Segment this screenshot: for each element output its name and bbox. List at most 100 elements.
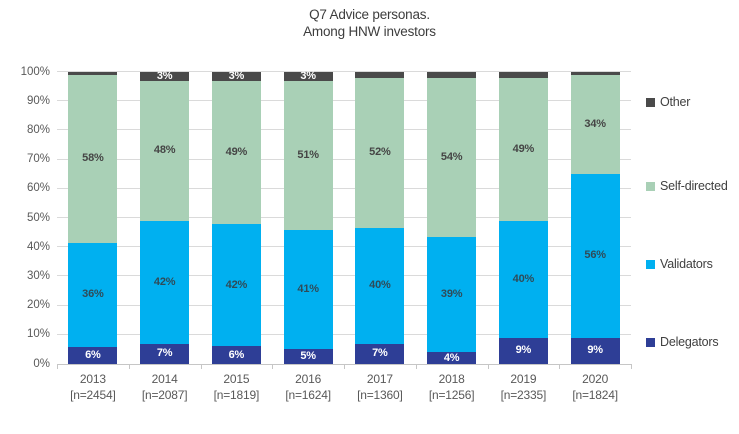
x-tick-sublabel: [n=1256]	[428, 388, 475, 402]
bar-segment-validators-2018: 39%	[427, 237, 477, 353]
bar-segment-validators-2016: 41%	[283, 229, 333, 350]
segment-value-label: 3%	[228, 69, 245, 82]
bar-segment-self-directed-2018: 54%	[427, 77, 477, 238]
y-tick-label-20pct: 20%	[26, 299, 50, 312]
bar-segment-validators-2020: 56%	[570, 174, 620, 338]
bar-segment-delegators-2017: 7%	[355, 343, 405, 364]
bar-segment-self-directed-2016: 51%	[283, 80, 333, 230]
segment-value-label: 49%	[225, 145, 248, 158]
x-tick-sublabel: [n=1360]	[357, 388, 403, 402]
gridline-30pct	[57, 275, 631, 277]
segment-value-label: 6%	[228, 348, 245, 361]
segment-value-label: 42%	[225, 278, 248, 291]
x-tick-label: 2014	[151, 372, 178, 386]
legend-swatch-icon	[646, 337, 655, 347]
gridline-90pct	[57, 100, 631, 102]
bar-segment-self-directed-2014: 48%	[140, 80, 190, 221]
x-tick-label: 2016	[295, 372, 322, 386]
legend-swatch-icon	[646, 97, 655, 107]
y-tick-label-70pct: 70%	[26, 153, 50, 166]
bar-segment-other-2018	[427, 72, 477, 78]
bar-segment-validators-2017: 40%	[355, 228, 405, 344]
gridline-80pct	[57, 129, 631, 131]
bar-segment-validators-2014: 42%	[140, 220, 190, 344]
chart-title: Q7 Advice personas. Among HNW investors	[0, 6, 739, 40]
segment-value-label: 48%	[153, 144, 176, 157]
segment-value-label: 9%	[587, 344, 603, 357]
legend-swatch-icon	[646, 181, 655, 191]
bar-segment-self-directed-2015: 49%	[211, 80, 261, 224]
x-tick-sublabel: [n=1824]	[572, 388, 618, 402]
gridline-20pct	[57, 304, 631, 306]
legend-label: Validators	[660, 257, 713, 271]
y-tick-label-60pct: 60%	[26, 182, 50, 195]
x-axis-tick	[128, 364, 130, 369]
y-tick-label-50pct: 50%	[26, 211, 50, 224]
x-axis-tick	[200, 364, 202, 369]
legend-label: Self-directed	[660, 179, 728, 193]
segment-value-label: 40%	[512, 272, 535, 285]
x-axis-tick	[415, 364, 417, 369]
x-axis: 2013 [n=2454] 2014 [n=2087] 2015 [n=1819] 2016…	[57, 371, 631, 403]
segment-value-label: 5%	[300, 350, 316, 363]
bar-segment-delegators-2015: 6%	[211, 346, 261, 364]
segment-value-label: 3%	[300, 69, 316, 82]
bar-segment-delegators-2018: 4%	[427, 351, 477, 364]
gridline-60pct	[57, 187, 631, 189]
bar-slot-2015: 6% 42% 49% 3%	[201, 69, 273, 364]
bar-segment-delegators-2014: 7%	[140, 343, 190, 364]
y-tick-label-10pct: 10%	[26, 328, 50, 341]
segment-value-label: 49%	[512, 142, 535, 155]
bar-slot-2017: 7% 40% 52%	[344, 72, 416, 364]
x-axis-tick	[559, 364, 561, 369]
segment-value-label: 52%	[369, 146, 391, 159]
x-tick-label: 2020	[582, 372, 609, 386]
x-category-2018: 2018 [n=1256]	[416, 371, 488, 403]
segment-value-label: 54%	[440, 151, 463, 164]
gridline-50pct	[57, 217, 631, 218]
x-tick-label: 2017	[366, 372, 393, 386]
segment-value-label: 56%	[584, 249, 606, 262]
plot-area: 6% 36% 58% 7% 42% 48% 3% 6% 42% 49% 3% 5% 41% 51% 3% 7%…	[57, 69, 632, 369]
bar-segment-validators-2019: 40%	[498, 220, 548, 338]
y-tick-label-0pct: 0%	[33, 357, 50, 370]
bar-segment-other-2014: 3%	[140, 70, 190, 81]
gridline-10pct	[57, 333, 631, 335]
stacked-bar-2014: 7% 42% 48% 3%	[140, 70, 190, 364]
bar-segment-other-2020	[570, 72, 620, 75]
y-tick-label-40pct: 40%	[26, 240, 50, 253]
bar-slot-2014: 7% 42% 48% 3%	[129, 70, 201, 364]
bar-segment-validators-2015: 42%	[211, 223, 261, 347]
stacked-bar-2019: 9% 40% 49%	[498, 72, 548, 364]
x-tick-sublabel: [n=2335]	[500, 388, 547, 402]
segment-value-label: 4%	[443, 351, 460, 364]
legend-label: Delegators	[660, 335, 719, 349]
bar-slot-2018: 4% 39% 54%	[416, 72, 488, 364]
x-axis-tick	[487, 364, 489, 369]
gridline-40pct	[57, 246, 631, 248]
stacked-bar-2016: 5% 41% 51% 3%	[283, 69, 333, 364]
stacked-bar-2020: 9% 56% 34%	[570, 72, 620, 364]
bar-segment-self-directed-2019: 49%	[498, 77, 548, 221]
segment-value-label: 36%	[82, 288, 104, 301]
legend: Other Self-directed Validators Delegators	[646, 72, 739, 364]
segment-value-label: 39%	[440, 288, 463, 301]
x-category-2013: 2013 [n=2454]	[57, 371, 129, 403]
x-category-2019: 2019 [n=2335]	[488, 371, 560, 403]
bar-segment-validators-2013: 36%	[68, 242, 118, 347]
segment-value-label: 51%	[297, 148, 319, 161]
stacked-bar-2018: 4% 39% 54%	[427, 72, 477, 364]
bar-segment-delegators-2016: 5%	[283, 349, 333, 364]
chart-title-line2: Among HNW investors	[303, 24, 436, 39]
segment-value-label: 41%	[297, 283, 319, 296]
bar-segment-other-2013	[68, 72, 118, 75]
bar-segment-delegators-2019: 9%	[498, 337, 548, 364]
legend-swatch-icon	[646, 259, 655, 269]
segment-value-label: 40%	[369, 279, 391, 292]
x-tick-sublabel: [n=1624]	[285, 388, 331, 402]
x-category-2017: 2017 [n=1360]	[344, 371, 416, 403]
y-tick-label-100pct: 100%	[20, 65, 50, 78]
stacked-bar-2013: 6% 36% 58%	[68, 72, 118, 364]
bar-segment-other-2016: 3%	[283, 69, 333, 82]
